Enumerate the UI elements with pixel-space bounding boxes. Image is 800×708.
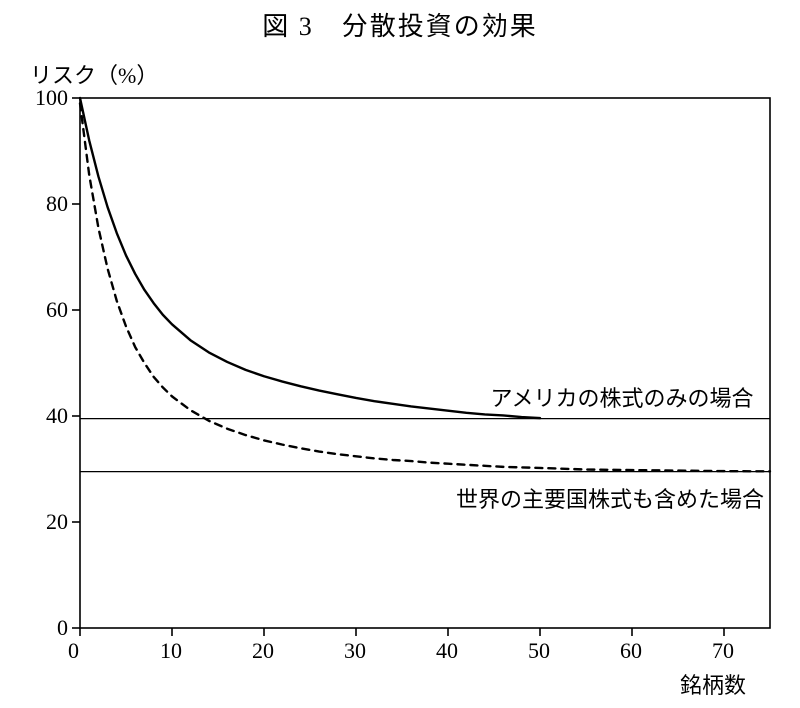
x-tick-label: 40 — [436, 638, 458, 664]
y-tick-label: 60 — [46, 297, 68, 323]
x-tick-label: 20 — [252, 638, 274, 664]
series-label-world: 世界の主要国株式も含めた場合 — [456, 482, 764, 514]
x-tick-label: 60 — [620, 638, 642, 664]
x-tick-label: 50 — [528, 638, 550, 664]
y-tick-label: 20 — [46, 509, 68, 535]
y-tick-label: 100 — [35, 85, 68, 111]
x-tick-label: 70 — [712, 638, 734, 664]
y-tick-label: 40 — [46, 403, 68, 429]
series-label-us: アメリカの株式のみの場合 — [491, 381, 754, 413]
chart-plot — [0, 0, 800, 708]
x-tick-label: 0 — [68, 638, 79, 664]
x-tick-label: 30 — [344, 638, 366, 664]
y-tick-label: 0 — [57, 615, 68, 641]
x-tick-label: 10 — [160, 638, 182, 664]
y-tick-label: 80 — [46, 191, 68, 217]
